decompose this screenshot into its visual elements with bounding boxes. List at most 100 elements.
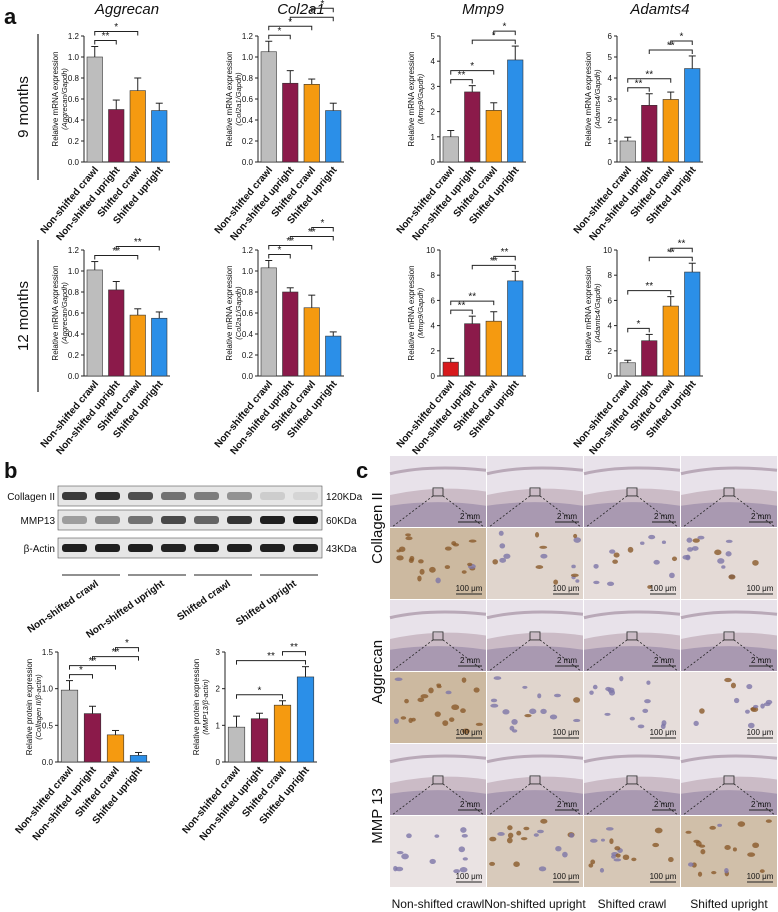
bar-0 — [86, 56, 103, 163]
cell — [516, 830, 522, 836]
cell — [573, 533, 578, 539]
y-tick-label: 5 — [431, 32, 436, 41]
y-tick-label: 3 — [216, 648, 221, 657]
cell — [520, 837, 528, 841]
cell — [460, 708, 466, 714]
y-tick-label: 0.6 — [68, 309, 80, 318]
blot-kda-label: 43KDa — [326, 544, 357, 555]
sig-label-2: * — [310, 8, 314, 19]
blot-strip-1 — [57, 509, 323, 531]
y-tick-label: 1.0 — [42, 685, 54, 694]
bar-1 — [83, 713, 102, 763]
chart-a9_col2a1: Col2a1 0.0 0.2 0.4 0.6 0.8 1.0 1.2 Relative mRNA… — [213, 0, 344, 243]
sig-label-0: * — [637, 319, 641, 330]
bar-0 — [442, 136, 459, 163]
scale-label: 2 mm — [654, 512, 674, 521]
cell — [428, 687, 434, 694]
zoom-line-right — [442, 639, 485, 672]
y-tick-label: 2 — [216, 685, 221, 694]
histology-highmag-0-1 — [487, 528, 583, 599]
histology-highmag-2-1 — [487, 816, 583, 887]
chart-title: Mmp9 — [462, 1, 504, 18]
y-tick-label: 6 — [608, 296, 613, 305]
y-axis-label-unit: (Collagen II/β-actin) — [34, 674, 43, 740]
bar-2 — [662, 99, 679, 163]
cell — [653, 559, 660, 565]
cell — [745, 709, 750, 714]
sig-label-3: * — [503, 22, 507, 33]
sig-bracket-3 — [311, 7, 334, 13]
bar-0 — [60, 689, 79, 763]
cell — [524, 714, 532, 718]
sig-label-0: * — [278, 26, 282, 37]
zoom-box — [723, 487, 735, 497]
cell — [419, 568, 425, 575]
histology-col-label-3: Shifted upright — [690, 897, 768, 911]
tissue-edge — [680, 466, 778, 476]
sig-bracket-1 — [69, 665, 116, 670]
scale-label: 100 μm — [553, 872, 580, 881]
cell — [631, 857, 637, 862]
tissue-edge — [389, 466, 487, 476]
zoom-box — [529, 775, 541, 785]
bar-0 — [619, 362, 636, 377]
cell — [627, 546, 634, 553]
cell — [461, 570, 467, 574]
cell — [724, 867, 729, 874]
cell — [700, 849, 706, 855]
blot-protein-label: MMP13 — [21, 516, 56, 527]
bar-3 — [684, 68, 701, 163]
cell — [420, 694, 429, 699]
y-tick-label: 8 — [608, 271, 613, 280]
cell — [436, 685, 442, 689]
sig-bracket-1 — [450, 70, 495, 75]
y-tick-label: 1.5 — [42, 648, 54, 657]
sig-label-3: * — [125, 638, 129, 649]
scale-label: 2 mm — [460, 512, 480, 521]
cell — [685, 830, 692, 834]
scale-label: 100 μm — [553, 584, 580, 593]
y-tick-label: 0.0 — [68, 372, 80, 381]
y-axis-label-unit: (Mmp9/Gapdh) — [416, 287, 425, 338]
y-tick-label: 0.8 — [68, 74, 80, 83]
cell — [417, 575, 422, 582]
zoom-box — [432, 487, 444, 497]
cell — [493, 676, 502, 680]
scale-label: 2 mm — [654, 800, 674, 809]
cell — [605, 827, 614, 831]
tissue-bone — [681, 646, 777, 671]
y-axis-label-unit: (MMP13/β-actin) — [201, 679, 210, 735]
bar-3 — [684, 271, 701, 377]
y-tick-label: 4 — [431, 322, 436, 331]
sig-label-3: * — [321, 218, 325, 229]
blot-band-1-5 — [227, 516, 252, 524]
cell — [711, 871, 717, 875]
cell — [418, 559, 424, 564]
zoom-line-right — [733, 639, 776, 672]
cell — [752, 559, 759, 566]
sig-bracket-1 — [450, 300, 495, 306]
cell — [590, 838, 598, 843]
bar-2 — [662, 305, 679, 377]
sig-bracket-1 — [94, 31, 139, 36]
bar-0 — [619, 140, 636, 163]
sig-label-0: * — [278, 245, 282, 256]
chart-title: Aggrecan — [94, 1, 159, 18]
y-axis-label-unit: (Aggrecan/Gapdh) — [60, 68, 69, 130]
y-tick-label: 5 — [608, 53, 613, 62]
bar-1 — [641, 105, 658, 163]
panel-label-b: b — [4, 458, 17, 483]
sig-label-0: ** — [458, 70, 466, 81]
bar-2 — [273, 704, 292, 763]
scale-label: 100 μm — [650, 728, 677, 737]
cell — [642, 708, 649, 713]
bar-1 — [108, 289, 125, 377]
cell — [728, 574, 736, 580]
bar-3 — [129, 755, 148, 763]
zoom-line-right — [733, 783, 776, 816]
cell — [537, 693, 542, 699]
cell — [468, 539, 477, 543]
cell — [573, 718, 581, 723]
chart-a12_aggrecan: 0.0 0.2 0.4 0.6 0.8 1.0 1.2 Relative mRNA expre… — [39, 237, 170, 457]
